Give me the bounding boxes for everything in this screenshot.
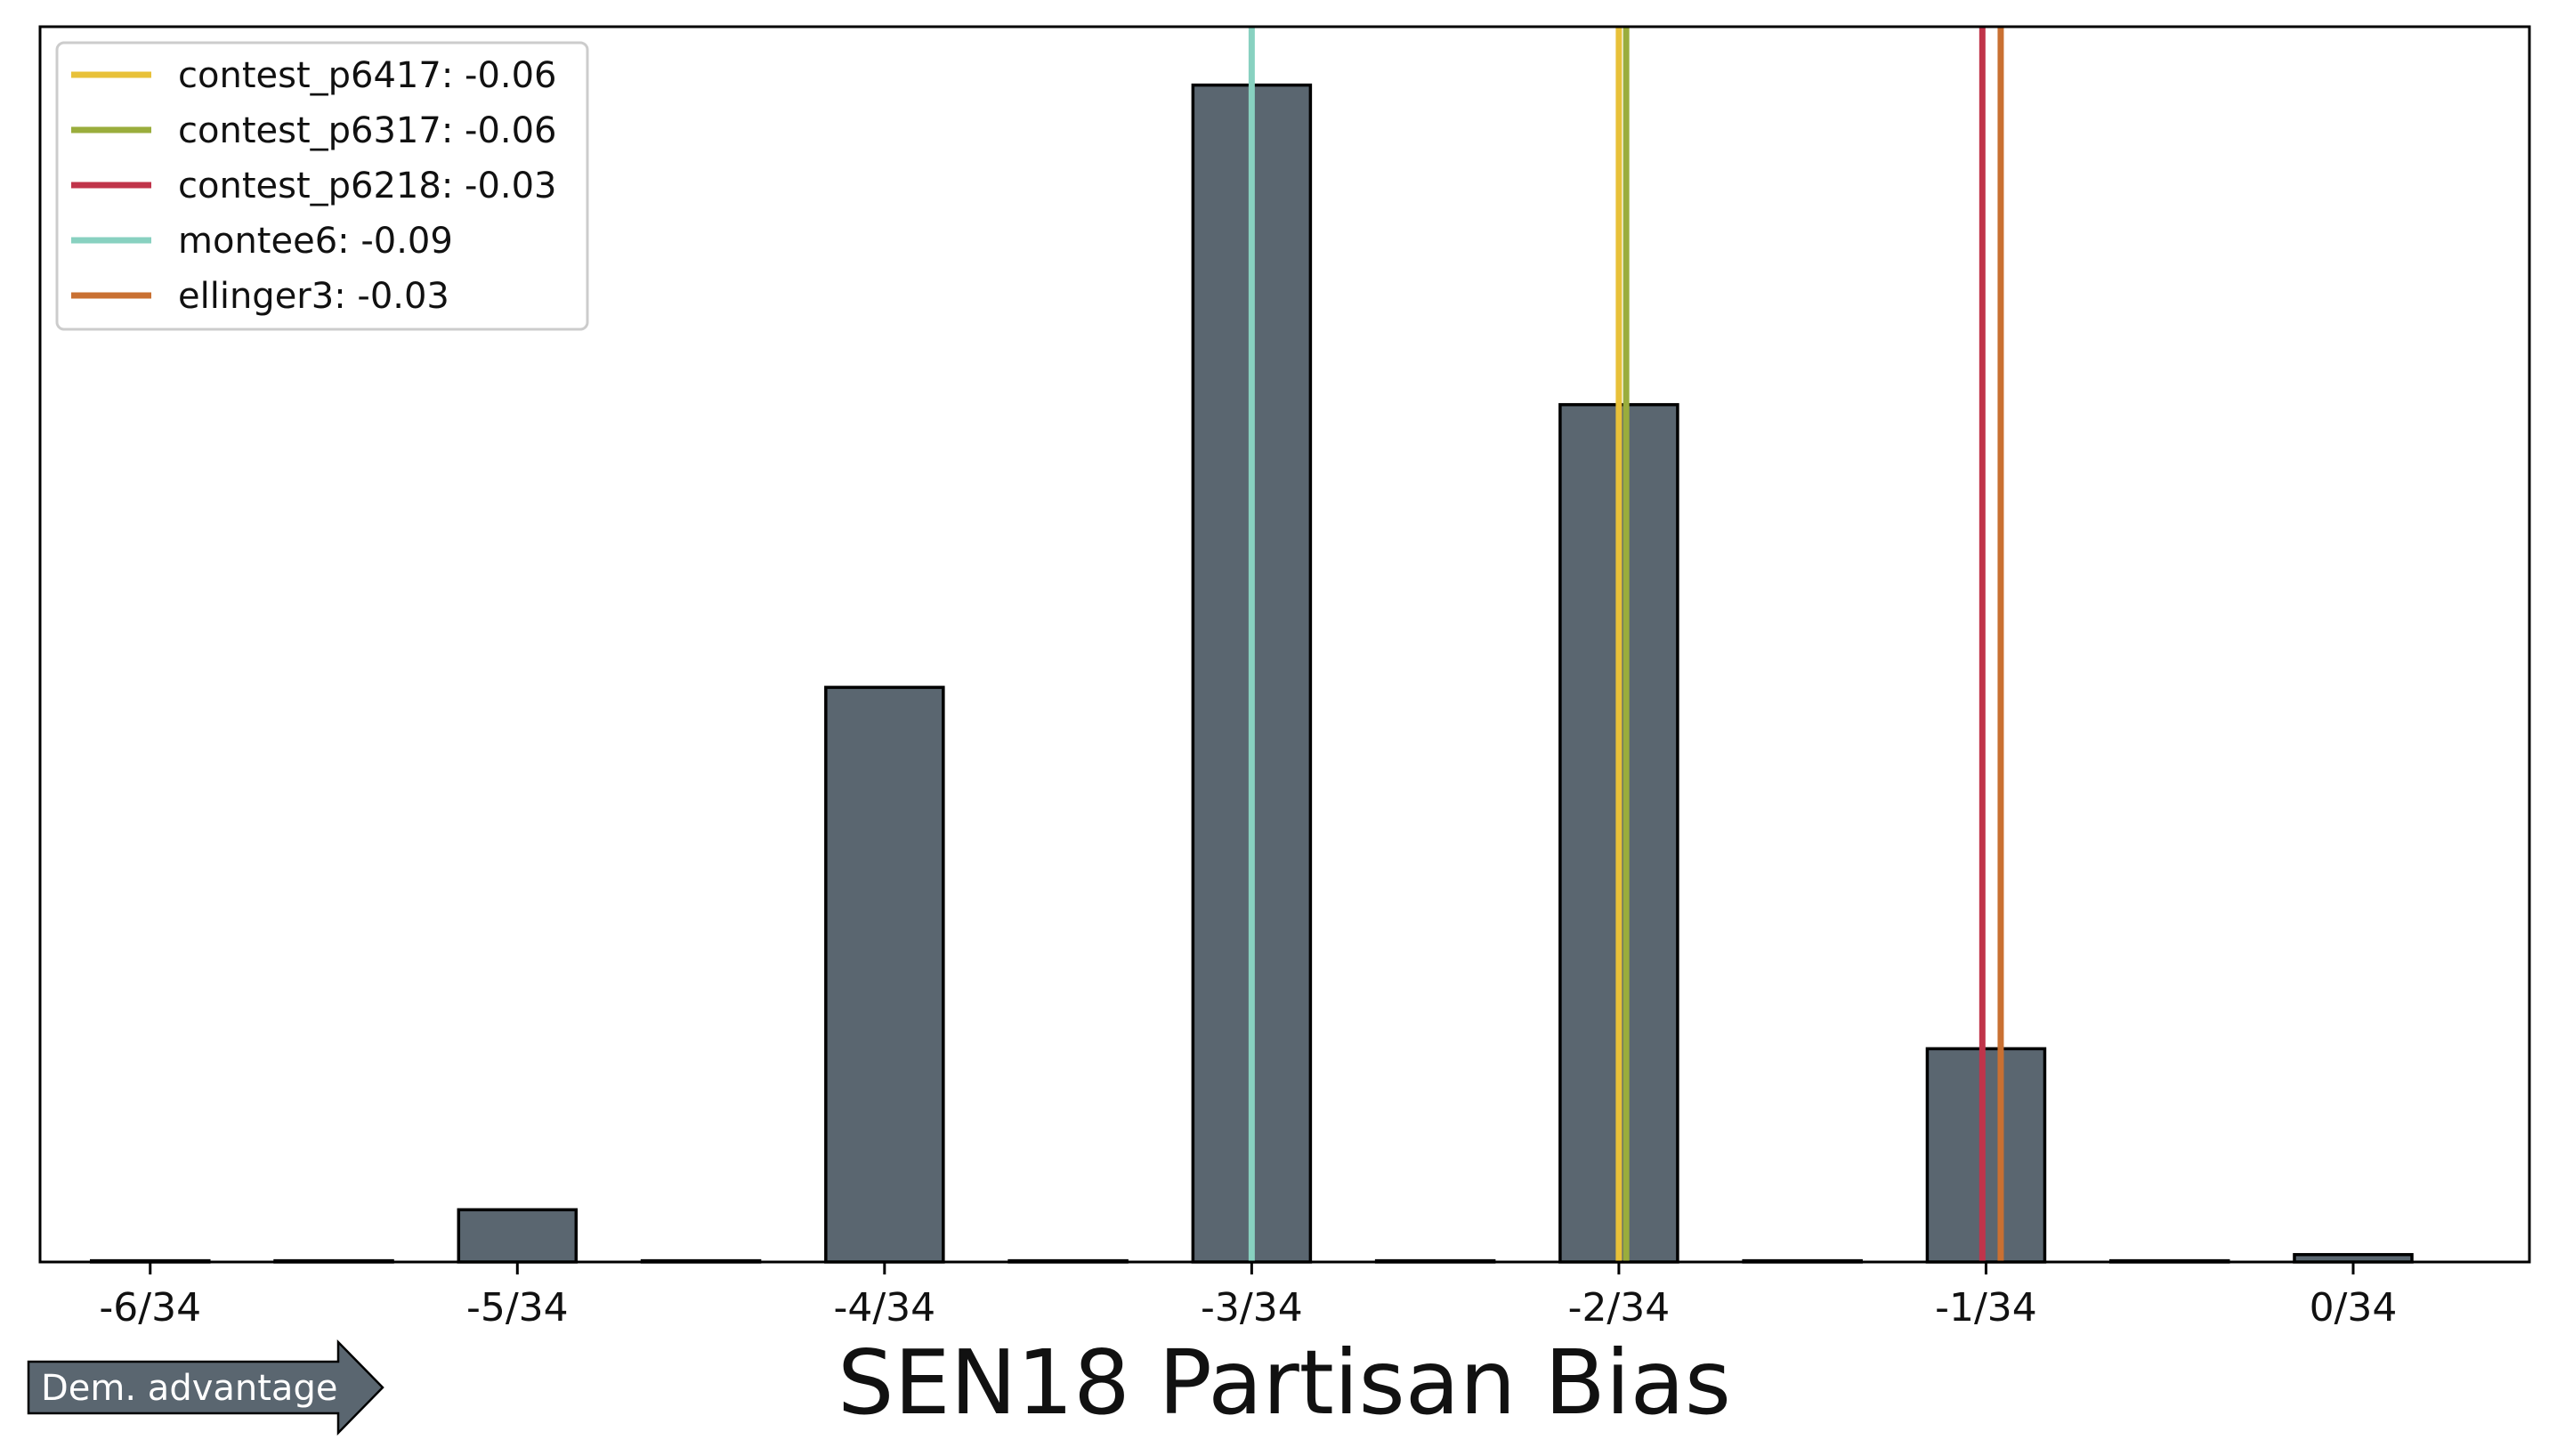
x-tick-label-3: -3/34 — [1201, 1285, 1303, 1331]
bar-4 — [824, 685, 945, 1264]
x-tick-label-2: -4/34 — [833, 1285, 935, 1331]
legend: contest_p6417: -0.06 contest_p6317: -0.06… — [55, 41, 589, 331]
legend-label-contest_p6417: contest_p6417: -0.06 — [178, 55, 557, 96]
dem-advantage-label: Dem. advantage — [41, 1368, 337, 1409]
legend-box — [55, 41, 589, 331]
chart-title: SEN18 Partisan Bias — [838, 1331, 1731, 1435]
x-tick-label-4: -2/34 — [1568, 1285, 1671, 1331]
x-tick-label-0: -6/34 — [99, 1285, 201, 1331]
plot-area-frame — [38, 25, 2531, 1264]
legend-label-contest_p6218: contest_p6218: -0.03 — [178, 166, 557, 206]
vlines-group — [1248, 27, 2004, 1262]
legend-label-montee6: montee6: -0.09 — [178, 221, 453, 262]
bar-2 — [457, 1208, 579, 1264]
bar-10 — [1925, 1047, 2047, 1264]
x-axis-ticks: -6/34 -5/34 -4/34 -3/34 -2/34 -1/34 0/34 — [99, 1262, 2397, 1331]
legend-label-contest_p6317: contest_p6317: -0.06 — [178, 110, 557, 151]
x-tick-label-1: -5/34 — [466, 1285, 569, 1331]
x-tick-label-6: 0/34 — [2310, 1285, 2398, 1331]
x-tick-label-5: -1/34 — [1935, 1285, 2037, 1331]
legend-label-ellinger3: ellinger3: -0.03 — [178, 276, 449, 317]
arrow-shape — [27, 1339, 384, 1436]
dem-advantage-arrow: Dem. advantage — [27, 1339, 384, 1436]
